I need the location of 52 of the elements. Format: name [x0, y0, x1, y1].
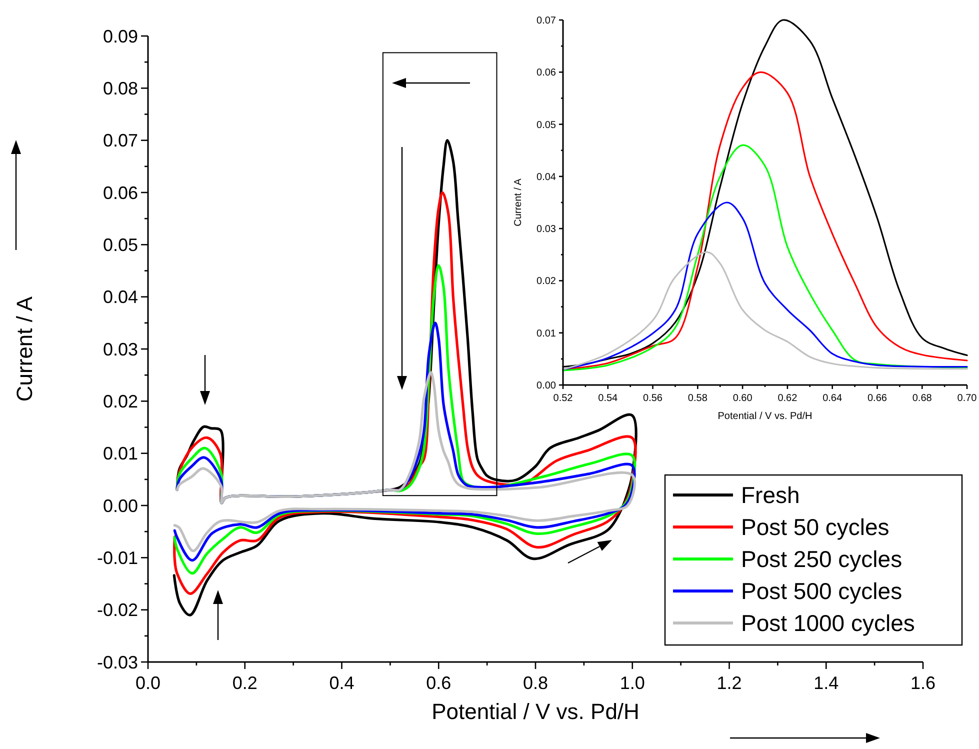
y-axis-title: Current / A [12, 296, 37, 402]
y-tick-label: -0.03 [96, 652, 138, 672]
y-tick-label: 0.00 [102, 496, 138, 516]
y-tick-label: -0.01 [96, 548, 138, 568]
x-tick-label: 0.64 [822, 393, 842, 404]
legend-label: Fresh [741, 482, 800, 508]
legend-label: Post 250 cycles [741, 546, 902, 572]
y-tick-label: 0.05 [102, 234, 138, 255]
x-tick-label: 0.70 [957, 393, 978, 404]
x-tick-label: 0.8 [522, 673, 548, 693]
y-tick-label: 0.04 [102, 287, 138, 308]
y-tick-label: 0.06 [536, 68, 556, 79]
x-tick-label: 0.6 [426, 673, 452, 693]
line-series [562, 202, 968, 370]
x-tick-label: 0.68 [912, 393, 932, 404]
x-tick-label: 1.0 [620, 673, 645, 693]
y-tick-label: 0.02 [536, 276, 556, 288]
x-tick-label: 0.2 [232, 673, 258, 693]
x-tick-label: 0.4 [329, 673, 354, 693]
legend-label: Post 1000 cycles [741, 610, 915, 636]
x-tick-label: 1.4 [814, 673, 839, 693]
y-tick-label: 0.09 [102, 26, 138, 46]
x-axis-title: Potential / V vs. Pd/H [432, 699, 640, 724]
y-tick-label: 0.05 [536, 120, 556, 131]
y-tick-label: 0.07 [102, 130, 138, 151]
x-tick-label: 0.62 [778, 393, 798, 404]
x-tick-label: 0.66 [867, 393, 888, 404]
x-tick-label: 1.2 [716, 673, 742, 693]
y-tick-label: 0.03 [536, 224, 556, 236]
y-tick-label: 0.00 [536, 380, 556, 392]
y-tick-label: 0.01 [102, 444, 138, 464]
y-tick-label: 0.04 [536, 172, 556, 183]
x-tick-label: 0.58 [688, 393, 708, 404]
x-tick-label: 0.0 [135, 673, 161, 693]
y-tick-label: 0.01 [536, 328, 556, 340]
x-tick-label: 0.60 [732, 393, 753, 404]
y-tick-label: 0.06 [102, 182, 138, 203]
x-axis-title: Potential / V vs. Pd/H [718, 411, 812, 422]
x-tick-label: 0.52 [553, 393, 574, 404]
y-tick-label: 0.03 [102, 339, 138, 360]
y-tick-label: -0.02 [96, 600, 138, 620]
line-series [562, 251, 968, 370]
x-tick-label: 1.6 [910, 673, 936, 693]
line-series [562, 144, 968, 372]
legend-label: Post 500 cycles [741, 578, 902, 604]
x-tick-label: 0.54 [598, 393, 618, 404]
x-tick-label: 0.56 [643, 393, 663, 404]
y-tick-label: 0.08 [102, 78, 138, 98]
y-axis-title: Current / A [513, 178, 524, 226]
y-tick-label: 0.02 [102, 391, 138, 412]
y-tick-label: 0.07 [536, 16, 556, 26]
legend-label: Post 50 cycles [741, 514, 890, 540]
